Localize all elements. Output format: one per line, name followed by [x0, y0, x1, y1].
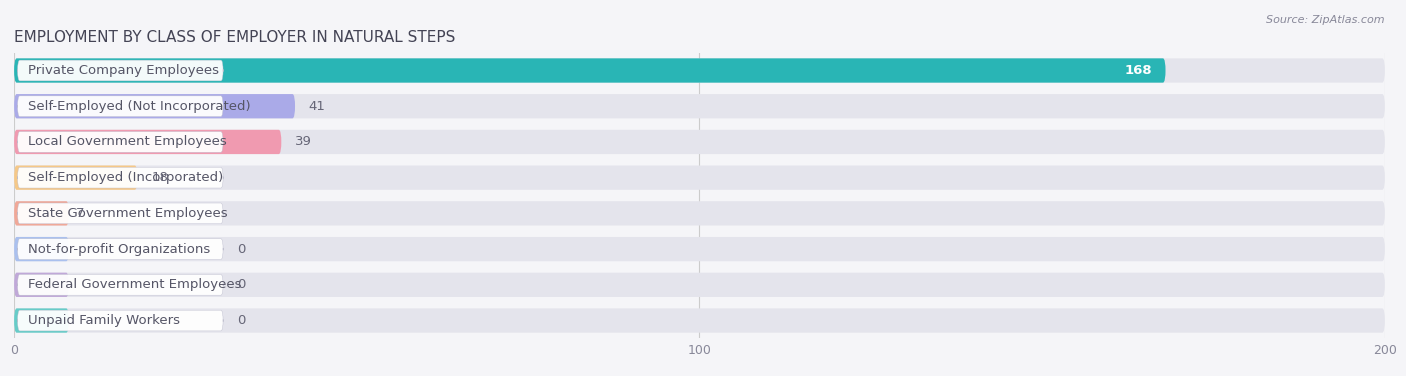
FancyBboxPatch shape — [17, 239, 224, 259]
Text: Unpaid Family Workers: Unpaid Family Workers — [28, 314, 180, 327]
Text: Private Company Employees: Private Company Employees — [28, 64, 219, 77]
Text: Federal Government Employees: Federal Government Employees — [28, 278, 242, 291]
FancyBboxPatch shape — [17, 60, 224, 81]
FancyBboxPatch shape — [14, 130, 281, 154]
Text: State Government Employees: State Government Employees — [28, 207, 228, 220]
FancyBboxPatch shape — [14, 58, 1166, 83]
FancyBboxPatch shape — [14, 237, 69, 261]
FancyBboxPatch shape — [14, 237, 1385, 261]
Text: Local Government Employees: Local Government Employees — [28, 135, 226, 149]
Text: Not-for-profit Organizations: Not-for-profit Organizations — [28, 243, 209, 256]
Text: 0: 0 — [236, 278, 245, 291]
FancyBboxPatch shape — [17, 310, 224, 331]
Text: Source: ZipAtlas.com: Source: ZipAtlas.com — [1267, 15, 1385, 25]
Text: Self-Employed (Not Incorporated): Self-Employed (Not Incorporated) — [28, 100, 250, 113]
FancyBboxPatch shape — [14, 94, 1385, 118]
FancyBboxPatch shape — [14, 165, 138, 190]
FancyBboxPatch shape — [17, 167, 224, 188]
Text: 7: 7 — [76, 207, 84, 220]
FancyBboxPatch shape — [14, 201, 1385, 226]
FancyBboxPatch shape — [14, 308, 69, 333]
FancyBboxPatch shape — [14, 273, 69, 297]
FancyBboxPatch shape — [14, 165, 1385, 190]
FancyBboxPatch shape — [14, 201, 69, 226]
Text: EMPLOYMENT BY CLASS OF EMPLOYER IN NATURAL STEPS: EMPLOYMENT BY CLASS OF EMPLOYER IN NATUR… — [14, 30, 456, 44]
FancyBboxPatch shape — [17, 132, 224, 152]
Text: 168: 168 — [1125, 64, 1152, 77]
FancyBboxPatch shape — [17, 203, 224, 224]
Text: 41: 41 — [309, 100, 326, 113]
FancyBboxPatch shape — [14, 58, 1385, 83]
Text: 0: 0 — [236, 243, 245, 256]
Text: Self-Employed (Incorporated): Self-Employed (Incorporated) — [28, 171, 224, 184]
FancyBboxPatch shape — [17, 96, 224, 117]
FancyBboxPatch shape — [14, 308, 1385, 333]
Text: 0: 0 — [236, 314, 245, 327]
FancyBboxPatch shape — [14, 130, 1385, 154]
FancyBboxPatch shape — [14, 273, 1385, 297]
Text: 39: 39 — [295, 135, 312, 149]
FancyBboxPatch shape — [17, 274, 224, 295]
FancyBboxPatch shape — [14, 94, 295, 118]
Text: 18: 18 — [152, 171, 169, 184]
